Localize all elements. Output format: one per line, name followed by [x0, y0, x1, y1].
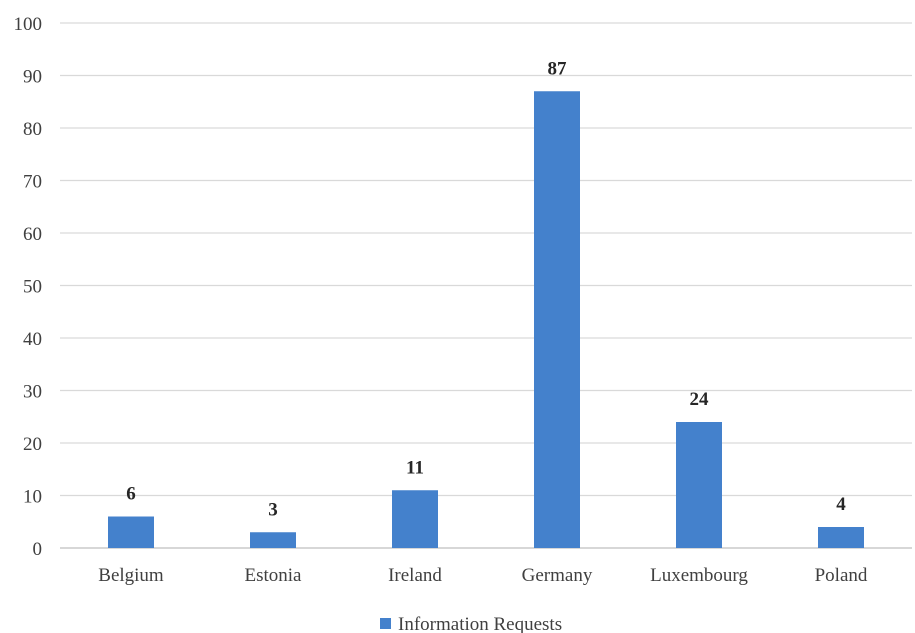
y-tick-label-50: 50	[23, 277, 42, 298]
bar-series	[108, 91, 864, 548]
bar-poland	[818, 527, 864, 548]
y-axis-tick-labels: 0 10 20 30 40 50 60 70 80 90 100	[14, 14, 43, 560]
x-tick-label-ireland: Ireland	[388, 565, 442, 586]
bar-luxembourg	[676, 422, 722, 548]
legend-swatch-information-requests	[380, 618, 391, 629]
y-tick-label-20: 20	[23, 434, 42, 455]
x-tick-label-luxembourg: Luxembourg	[650, 565, 748, 586]
bar-belgium	[108, 516, 154, 548]
data-label-luxembourg: 24	[690, 389, 710, 410]
data-label-belgium: 6	[126, 484, 136, 505]
y-tick-label-10: 10	[23, 487, 42, 508]
y-tick-label-60: 60	[23, 224, 42, 245]
x-tick-label-poland: Poland	[815, 565, 868, 586]
bar-estonia	[250, 532, 296, 548]
gridlines	[60, 22, 912, 549]
legend-label-information-requests: Information Requests	[398, 614, 562, 633]
data-label-ireland: 11	[406, 457, 424, 478]
y-tick-label-30: 30	[23, 382, 42, 403]
x-axis-category-labels: Belgium Estonia Ireland Germany Luxembourg Po…	[98, 565, 868, 586]
data-labels: 6 3 11 87 24 4	[126, 58, 846, 520]
y-tick-label-70: 70	[23, 172, 42, 193]
x-tick-label-estonia: Estonia	[245, 565, 303, 586]
y-tick-label-80: 80	[23, 119, 42, 140]
x-tick-label-belgium: Belgium	[98, 565, 164, 586]
bar-ireland	[392, 490, 438, 548]
legend: Information Requests	[380, 614, 562, 633]
y-tick-label-0: 0	[33, 539, 43, 560]
y-tick-label-100: 100	[14, 14, 43, 35]
y-tick-label-90: 90	[23, 67, 42, 88]
y-tick-label-40: 40	[23, 329, 42, 350]
data-label-estonia: 3	[268, 499, 278, 520]
bar-germany	[534, 91, 580, 548]
data-label-germany: 87	[548, 58, 568, 79]
data-label-poland: 4	[836, 494, 846, 515]
x-tick-label-germany: Germany	[522, 565, 593, 586]
